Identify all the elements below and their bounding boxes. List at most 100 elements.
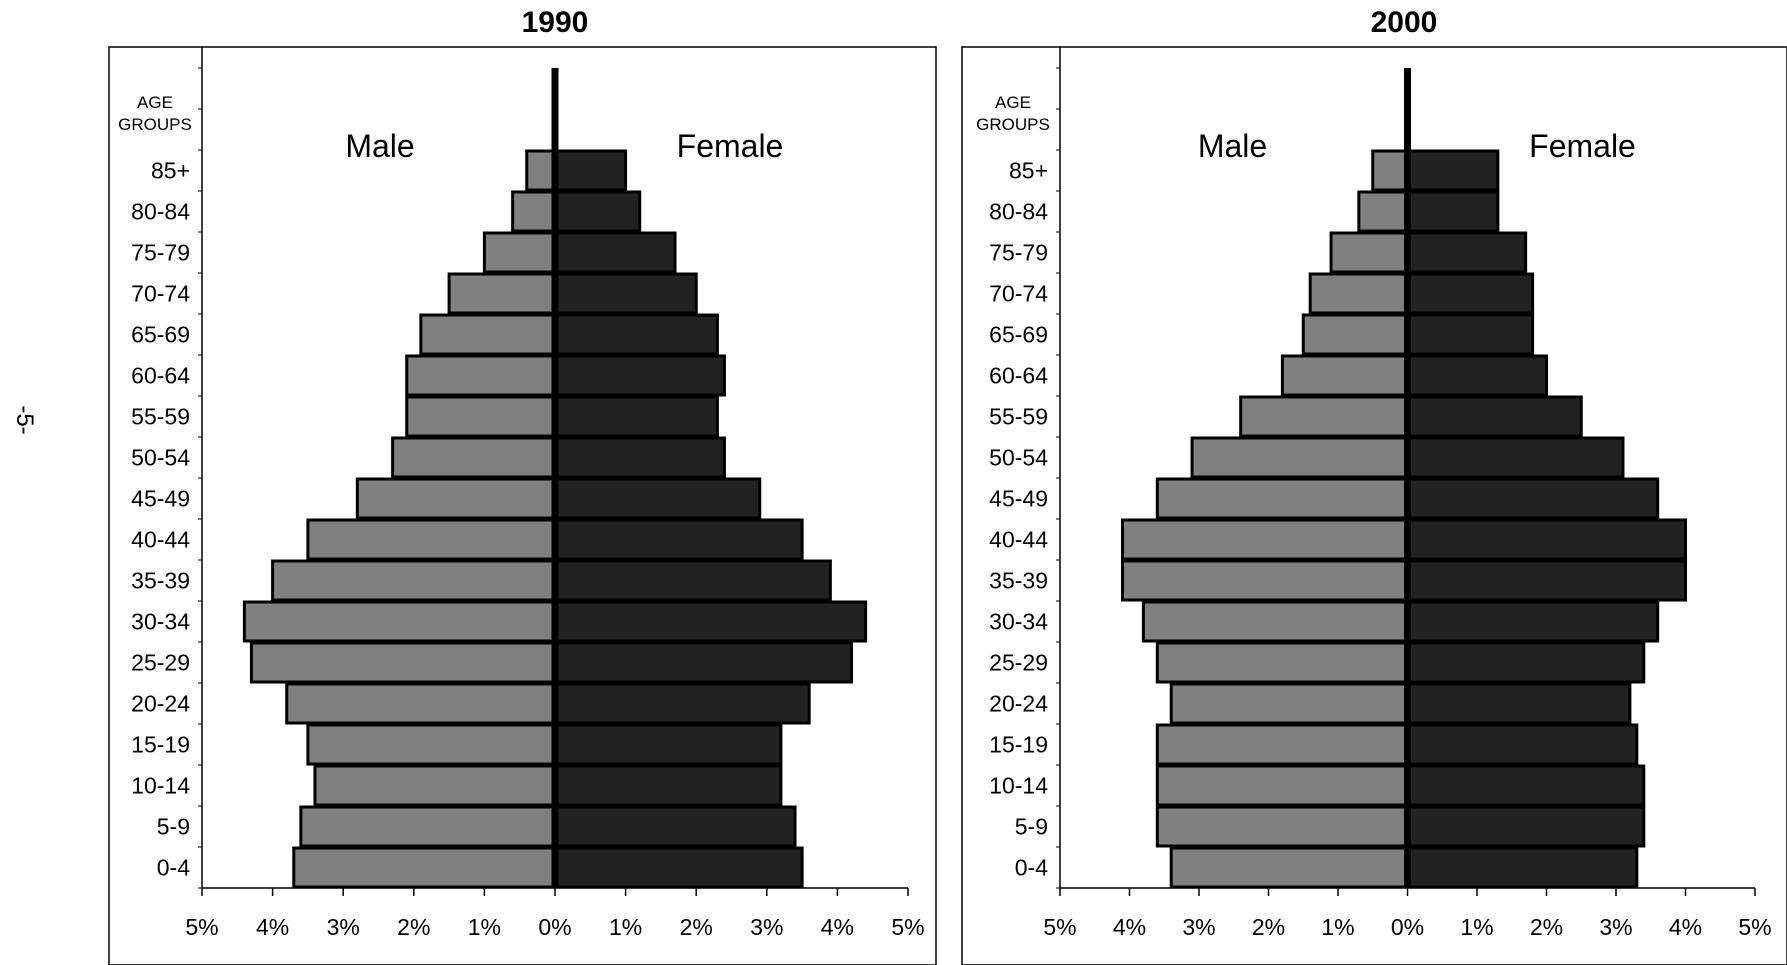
x-tick-label: 2% — [1252, 914, 1285, 940]
female-bar — [553, 149, 628, 192]
age-group-label: 20-24 — [131, 691, 190, 717]
x-tick-label: 5% — [891, 914, 924, 940]
male-bar — [482, 231, 557, 274]
chart-frame — [961, 46, 1787, 965]
age-group-label: 5-9 — [1015, 814, 1048, 840]
x-tick-label: 4% — [256, 914, 289, 940]
x-tick-label: 4% — [1113, 914, 1146, 940]
female-bar — [553, 641, 854, 684]
female-label: Female — [677, 128, 784, 164]
female-bar — [553, 272, 698, 315]
age-group-label: 10-14 — [989, 773, 1048, 799]
age-group-label: 60-64 — [131, 363, 190, 389]
female-bar — [1406, 272, 1535, 315]
x-tick-label: 5% — [1043, 914, 1076, 940]
male-bar — [249, 641, 557, 684]
male-bar — [306, 518, 557, 561]
age-group-label: 40-44 — [989, 527, 1048, 553]
x-tick-label: 3% — [1599, 914, 1632, 940]
male-bar — [1301, 313, 1409, 356]
male-bar — [1371, 149, 1409, 192]
age-groups-header: AGE — [995, 93, 1031, 112]
male-bar — [299, 805, 557, 848]
female-bar — [1406, 231, 1528, 274]
male-bar — [1155, 641, 1410, 684]
x-tick-label: 0% — [1391, 914, 1424, 940]
male-label: Male — [1198, 128, 1267, 164]
female-bar — [1406, 723, 1639, 766]
x-tick-label: 5% — [1738, 914, 1771, 940]
age-group-label: 10-14 — [131, 773, 190, 799]
male-bar — [1141, 600, 1410, 643]
female-bar — [1406, 477, 1660, 520]
female-bar — [553, 436, 726, 479]
age-group-label: 75-79 — [131, 240, 190, 266]
female-bar — [1406, 149, 1500, 192]
age-group-label: 25-29 — [989, 650, 1048, 676]
male-label: Male — [345, 128, 414, 164]
age-group-label: 45-49 — [989, 486, 1048, 512]
male-bar — [391, 436, 557, 479]
female-bar — [553, 600, 868, 643]
female-bar — [553, 682, 811, 725]
age-groups-header: GROUPS — [118, 115, 192, 134]
male-bar — [447, 272, 557, 315]
age-group-label: 55-59 — [989, 404, 1048, 430]
male-bar — [1155, 805, 1410, 848]
x-tick-label: 1% — [1460, 914, 1493, 940]
age-group-label: 65-69 — [989, 322, 1048, 348]
female-bar — [553, 518, 804, 561]
x-tick-label: 1% — [609, 914, 642, 940]
age-group-label: 15-19 — [989, 732, 1048, 758]
female-bar — [1406, 395, 1583, 438]
male-bar — [285, 682, 557, 725]
female-bar — [1406, 682, 1632, 725]
female-bar — [1406, 559, 1687, 602]
female-bar — [553, 764, 783, 807]
age-groups-header: GROUPS — [976, 115, 1050, 134]
x-tick-label: 1% — [1321, 914, 1354, 940]
male-bar — [271, 559, 557, 602]
age-group-label: 80-84 — [989, 199, 1048, 225]
age-group-label: 30-34 — [989, 609, 1048, 635]
x-tick-label: 2% — [1530, 914, 1563, 940]
female-bar — [553, 805, 797, 848]
x-tick-label: 5% — [185, 914, 218, 940]
male-bar — [1155, 723, 1410, 766]
age-group-label: 80-84 — [131, 199, 190, 225]
age-group-label: 50-54 — [989, 445, 1048, 471]
male-bar — [355, 477, 557, 520]
female-bar — [553, 395, 719, 438]
female-bar — [1406, 518, 1687, 561]
x-tick-label: 1% — [468, 914, 501, 940]
male-bar — [313, 764, 557, 807]
male-bar — [1121, 559, 1410, 602]
male-bar — [1308, 272, 1409, 315]
male-bar — [242, 600, 557, 643]
male-bar — [511, 190, 557, 233]
female-bar — [553, 846, 804, 889]
age-group-label: 85+ — [151, 158, 190, 184]
male-bar — [1357, 190, 1409, 233]
male-bar — [405, 395, 557, 438]
age-group-label: 70-74 — [131, 281, 190, 307]
x-tick-label: 4% — [821, 914, 854, 940]
female-bar — [1406, 600, 1660, 643]
female-bar — [1406, 846, 1639, 889]
male-bar — [1239, 395, 1409, 438]
x-tick-label: 2% — [397, 914, 430, 940]
male-bar — [1121, 518, 1410, 561]
age-group-label: 5-9 — [157, 814, 190, 840]
female-bar — [553, 559, 832, 602]
female-bar — [553, 723, 783, 766]
age-group-label: 65-69 — [131, 322, 190, 348]
female-bar — [553, 190, 642, 233]
x-tick-label: 2% — [680, 914, 713, 940]
male-bar — [1190, 436, 1410, 479]
age-group-label: 35-39 — [989, 568, 1048, 594]
chart-title: 1990 — [522, 6, 589, 39]
female-label: Female — [1529, 128, 1636, 164]
male-bar — [306, 723, 557, 766]
female-bar — [1406, 764, 1646, 807]
